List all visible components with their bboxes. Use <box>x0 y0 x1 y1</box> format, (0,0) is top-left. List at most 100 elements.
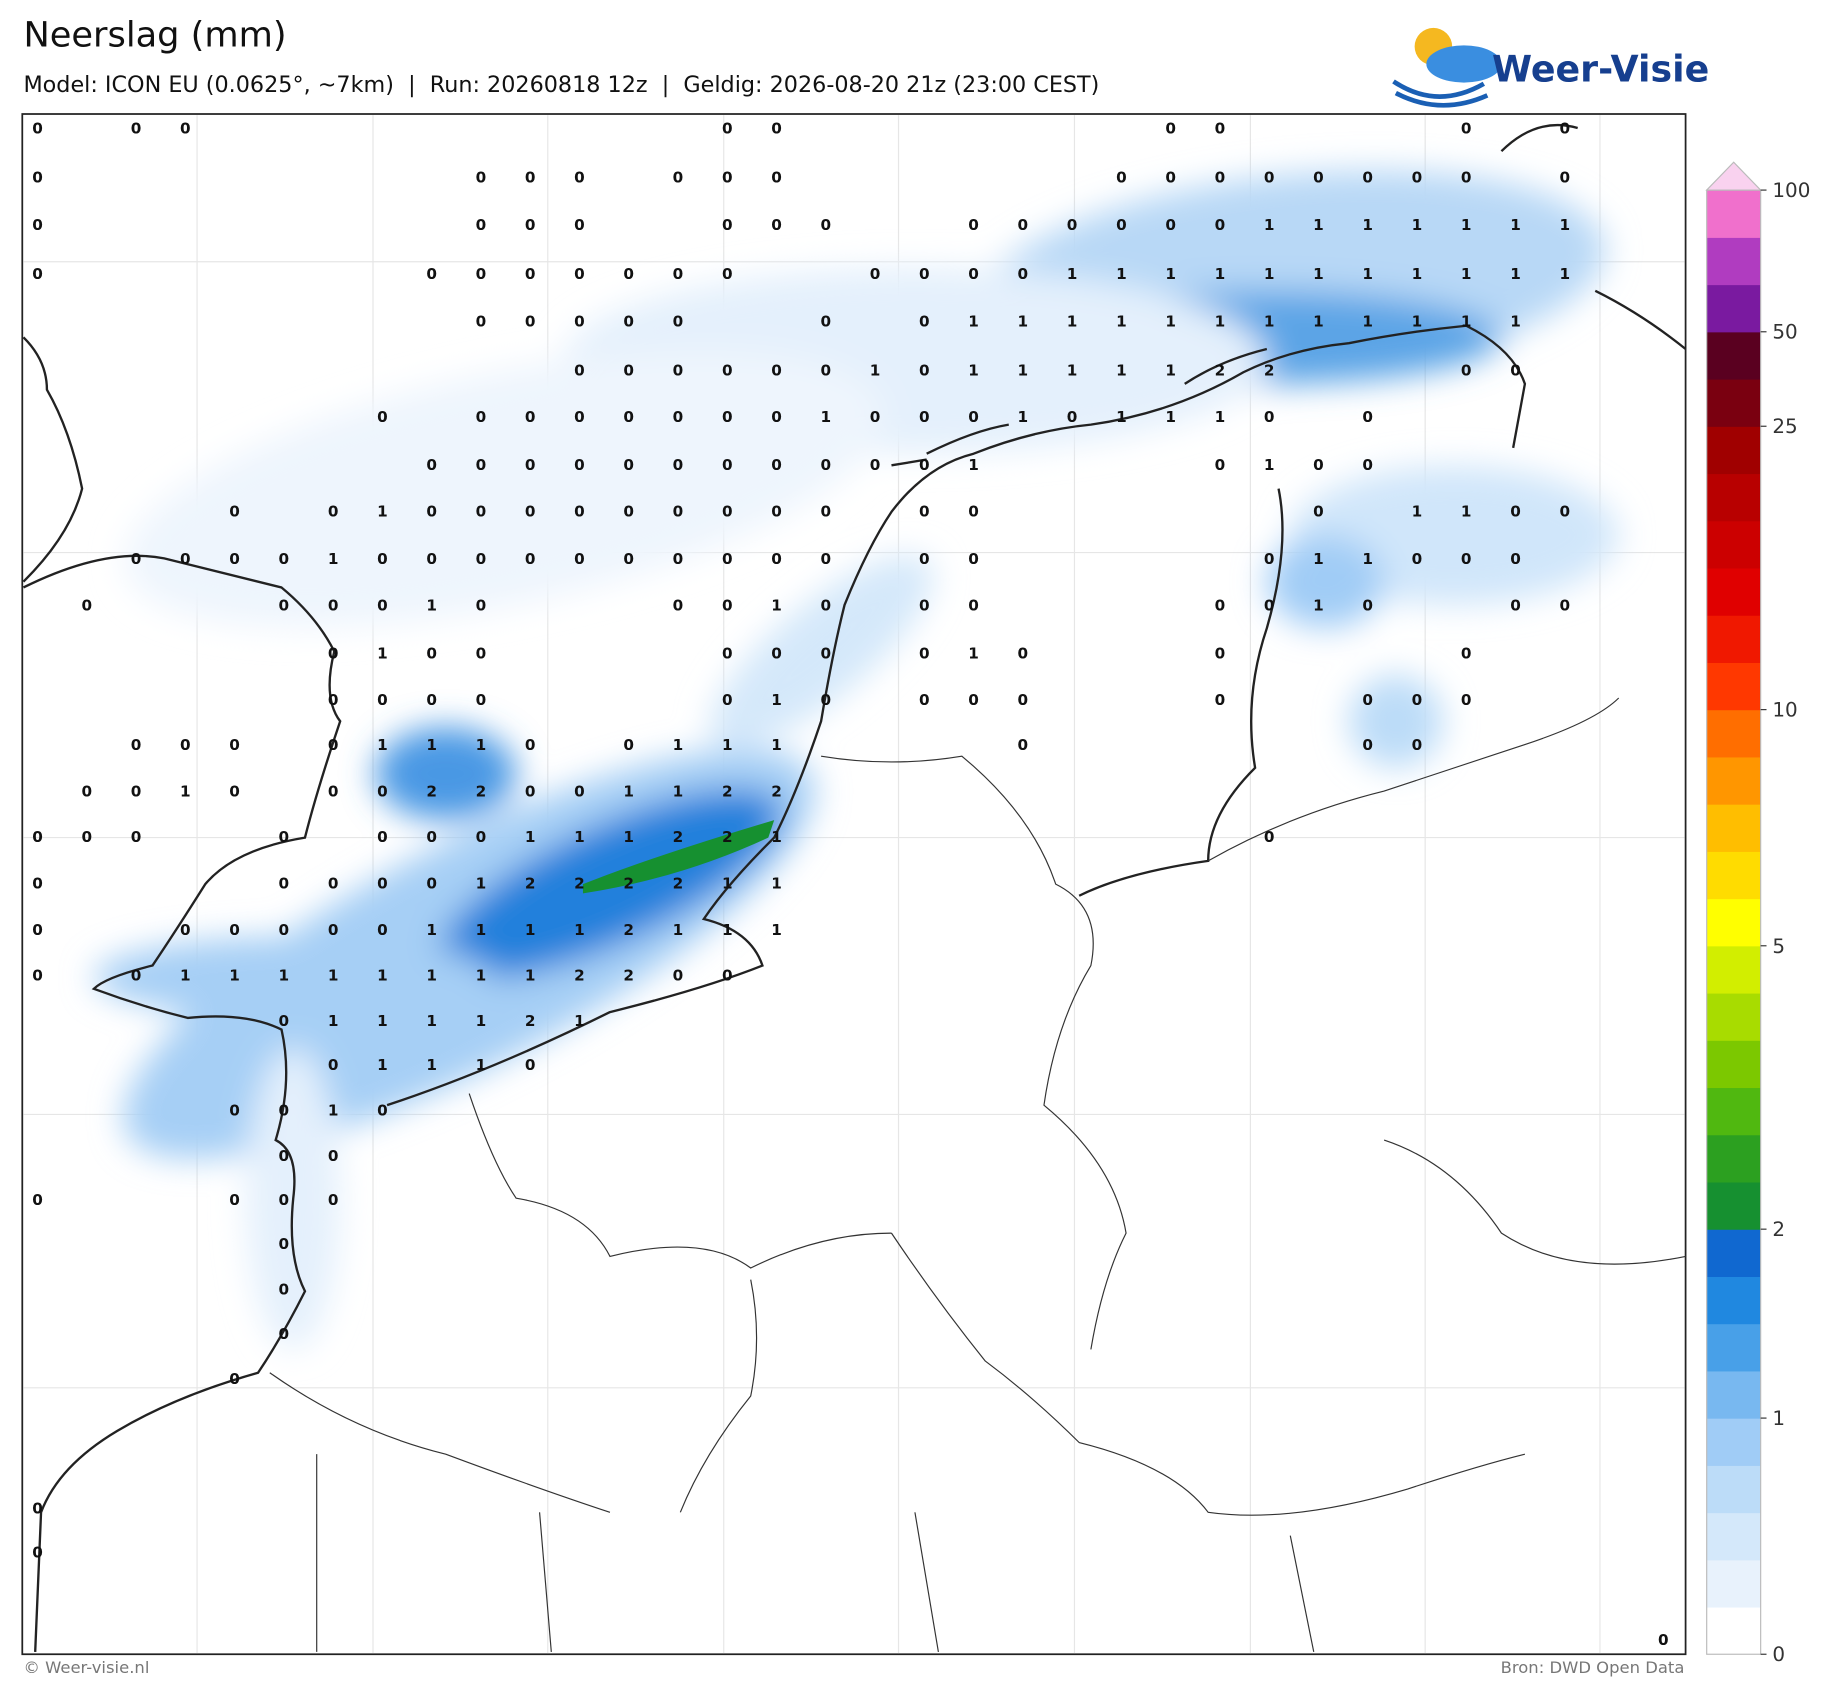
colorbar-segment <box>1706 1370 1761 1419</box>
grid-value: 0 <box>771 644 782 662</box>
grid-value: 1 <box>1116 408 1127 426</box>
grid-value: 0 <box>377 408 388 426</box>
colorbar-segment <box>1706 756 1761 805</box>
grid-value: 0 <box>968 502 979 520</box>
colorbar-segment <box>1706 993 1761 1041</box>
grid-value: 0 <box>476 828 487 846</box>
grid-value: 0 <box>820 313 831 331</box>
grid-value: 1 <box>1018 408 1029 426</box>
grid-value: 1 <box>1215 313 1226 331</box>
grid-value: 0 <box>673 597 684 615</box>
grid-value: 0 <box>1461 691 1472 709</box>
colorbar-segment <box>1706 1276 1761 1325</box>
colorbar-segment <box>1706 331 1761 380</box>
grid-value: 1 <box>279 967 290 985</box>
grid-value: 0 <box>229 736 240 754</box>
grid-value: 0 <box>229 502 240 520</box>
subtitle: Model: ICON EU (0.0625°, ~7km) | Run: 20… <box>23 72 1099 98</box>
colorbar-segment <box>1706 1229 1761 1277</box>
grid-value: 0 <box>1215 597 1226 615</box>
grid-value: 1 <box>476 1056 487 1074</box>
grid-value: 1 <box>377 502 388 520</box>
grid-value: 0 <box>1264 550 1275 568</box>
grid-value: 0 <box>279 1325 290 1343</box>
grid-value: 1 <box>1215 408 1226 426</box>
colorbar-segment <box>1706 190 1761 238</box>
grid-value: 0 <box>623 408 634 426</box>
grid-value: 0 <box>623 313 634 331</box>
grid-value: 0 <box>722 265 733 283</box>
grid-value: 1 <box>1362 313 1373 331</box>
colorbar-segment <box>1706 1040 1761 1089</box>
grid-value: 0 <box>1215 216 1226 234</box>
grid-value: 0 <box>377 828 388 846</box>
grid-value: 0 <box>1559 120 1570 138</box>
grid-value: 1 <box>722 875 733 893</box>
grid-value: 0 <box>279 875 290 893</box>
grid-value: 0 <box>377 1102 388 1120</box>
grid-value: 0 <box>1018 644 1029 662</box>
grid-value: 1 <box>870 362 881 380</box>
grid-value: 0 <box>1116 216 1127 234</box>
grid-value: 0 <box>229 1102 240 1120</box>
grid-value: 0 <box>81 783 92 801</box>
grid-value: 0 <box>1510 362 1521 380</box>
grid-value: 0 <box>1165 120 1176 138</box>
grid-value: 1 <box>426 921 437 939</box>
grid-value: 0 <box>180 120 191 138</box>
grid-value: 0 <box>229 550 240 568</box>
grid-value: 0 <box>1313 456 1324 474</box>
grid-value: 1 <box>377 1056 388 1074</box>
grid-value: 1 <box>1165 362 1176 380</box>
grid-value: 1 <box>377 1012 388 1030</box>
grid-value: 1 <box>1559 265 1570 283</box>
grid-value: 0 <box>1215 691 1226 709</box>
colorbar-outline <box>1706 189 1762 1655</box>
grid-value: 0 <box>426 456 437 474</box>
grid-value: 0 <box>328 736 339 754</box>
grid-value: 2 <box>623 875 634 893</box>
grid-value: 0 <box>1018 736 1029 754</box>
grid-value: 0 <box>180 921 191 939</box>
colorbar-segment <box>1706 1607 1761 1655</box>
grid-value: 0 <box>131 967 142 985</box>
grid-value: 0 <box>820 597 831 615</box>
grid-value: 1 <box>426 1056 437 1074</box>
grid-value: 2 <box>574 967 585 985</box>
grid-value: 0 <box>476 502 487 520</box>
grid-value: 0 <box>377 783 388 801</box>
colorbar-tick-label: 100 <box>1772 179 1810 202</box>
grid-value: 0 <box>820 691 831 709</box>
colorbar-extend <box>1705 161 1763 191</box>
grid-value: 0 <box>1018 265 1029 283</box>
grid-value: 0 <box>623 456 634 474</box>
grid-value: 0 <box>328 597 339 615</box>
grid-value: 0 <box>1412 550 1423 568</box>
grid-value: 0 <box>673 967 684 985</box>
grid-value: 2 <box>574 875 585 893</box>
grid-value: 0 <box>1215 456 1226 474</box>
grid-value: 0 <box>623 736 634 754</box>
grid-value: 0 <box>1313 169 1324 187</box>
grid-value: 1 <box>476 921 487 939</box>
grid-value: 1 <box>328 1102 339 1120</box>
grid-value: 0 <box>919 691 930 709</box>
grid-value: 0 <box>1067 408 1078 426</box>
grid-value: 1 <box>476 1012 487 1030</box>
grid-value: 0 <box>476 456 487 474</box>
grid-value: 0 <box>1313 502 1324 520</box>
grid-value: 0 <box>1412 691 1423 709</box>
grid-value: 1 <box>574 828 585 846</box>
grid-value: 2 <box>525 1012 536 1030</box>
grid-value: 0 <box>919 597 930 615</box>
grid-value: 0 <box>476 216 487 234</box>
grid-value: 1 <box>1116 265 1127 283</box>
grid-value: 0 <box>426 691 437 709</box>
grid-value: 0 <box>32 1191 43 1209</box>
grid-value: 1 <box>1165 265 1176 283</box>
grid-value: 1 <box>426 967 437 985</box>
grid-value: 1 <box>1018 362 1029 380</box>
grid-value: 1 <box>1067 265 1078 283</box>
grid-value: 0 <box>820 550 831 568</box>
grid-value: 1 <box>722 921 733 939</box>
